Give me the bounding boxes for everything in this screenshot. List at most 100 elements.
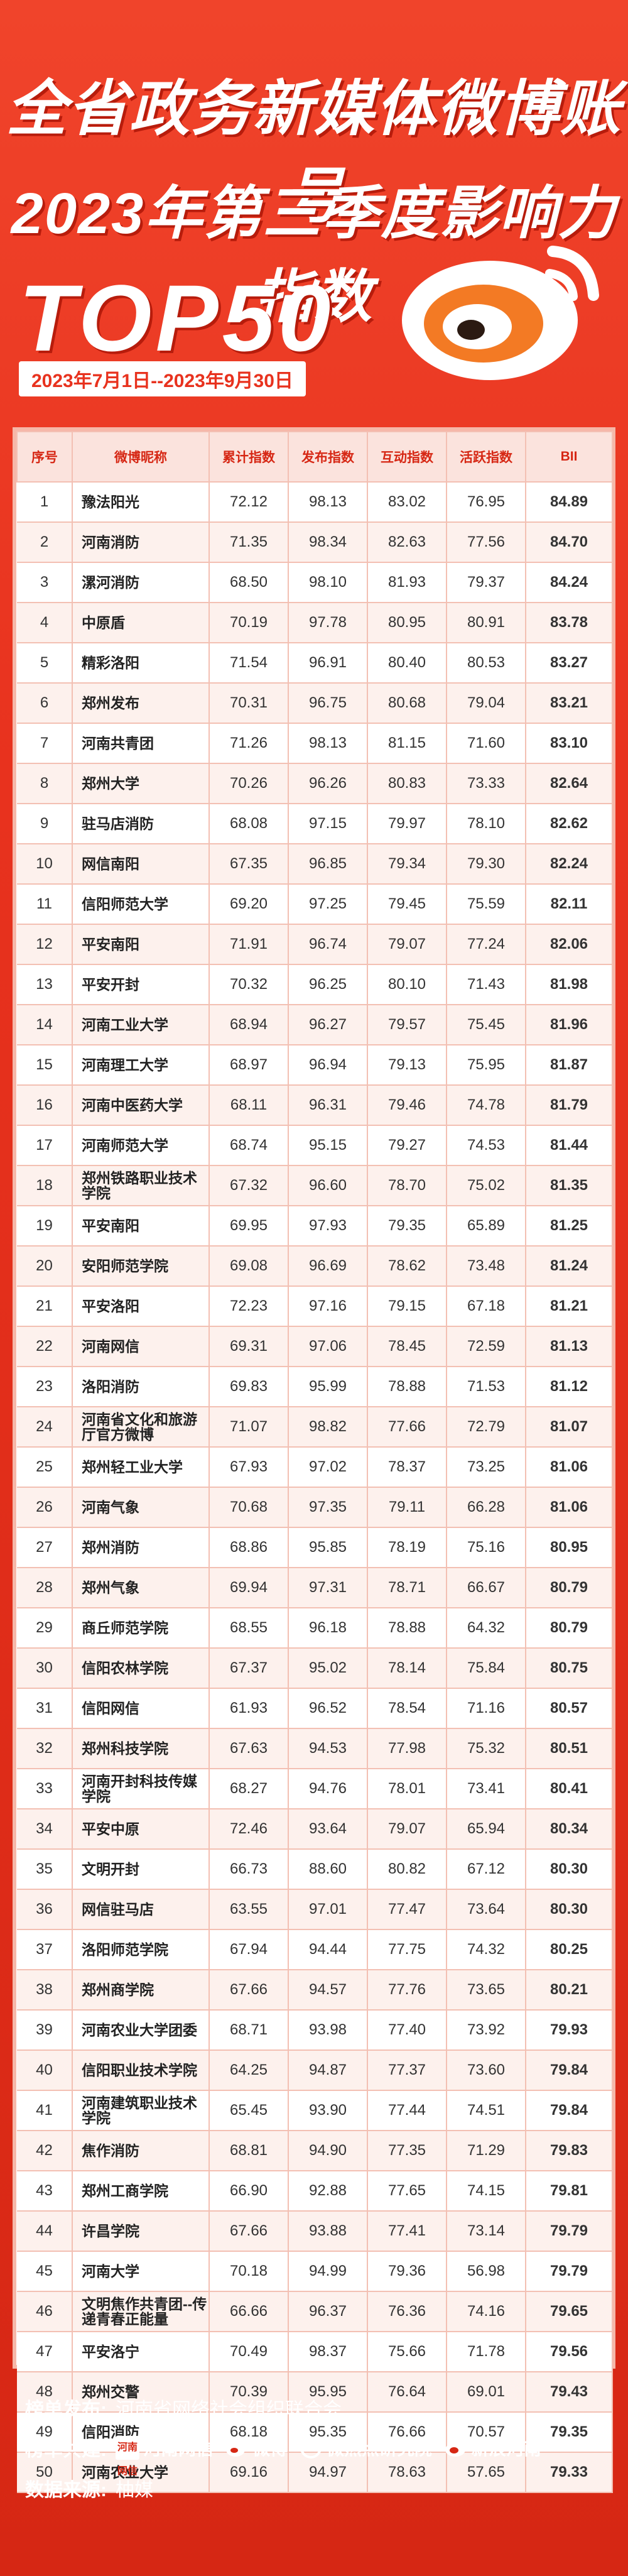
cell-bii: 80.51 xyxy=(526,1728,613,1769)
sponsor-name: 河南网信 xyxy=(143,2439,214,2459)
table-row: 3 漯河消防 68.50 98.10 81.93 79.37 84.24 xyxy=(17,562,613,603)
cell-interaction-index: 76.64 xyxy=(367,2372,447,2413)
cell-account-name: 安阳师范学院 xyxy=(72,1246,210,1287)
table-row: 26 河南气象 70.68 97.35 79.11 66.28 81.06 xyxy=(17,1487,613,1528)
cell-activity-index: 64.32 xyxy=(447,1608,526,1649)
cell-publish-index: 94.99 xyxy=(288,2251,368,2292)
cell-cumulative-index: 68.50 xyxy=(209,562,289,603)
cell-bii: 79.79 xyxy=(526,2251,613,2292)
cell-rank: 10 xyxy=(17,844,73,885)
cell-rank: 14 xyxy=(17,1005,73,1045)
cell-account-name: 郑州发布 xyxy=(72,683,210,724)
cell-publish-index: 93.88 xyxy=(288,2211,368,2252)
cell-publish-index: 97.02 xyxy=(288,1447,368,1488)
cell-rank: 38 xyxy=(17,1970,73,2011)
cell-bii: 84.89 xyxy=(526,482,613,523)
cell-account-name: 郑州商学院 xyxy=(72,1970,210,2011)
column-header-publish: 发布指数 xyxy=(288,431,368,483)
cell-cumulative-index: 66.66 xyxy=(209,2291,289,2332)
table-row: 20 安阳师范学院 69.08 96.69 78.62 73.48 81.24 xyxy=(17,1246,613,1287)
cell-interaction-index: 79.27 xyxy=(367,1125,447,1166)
cell-publish-index: 96.26 xyxy=(288,763,368,804)
cell-bii: 79.84 xyxy=(526,2050,613,2091)
cell-interaction-index: 80.68 xyxy=(367,683,447,724)
cell-account-name: 平安南阳 xyxy=(72,924,210,965)
title-main: 全省政务新媒体微博账号 xyxy=(6,75,622,230)
cell-cumulative-index: 69.94 xyxy=(209,1568,289,1608)
cell-activity-index: 75.02 xyxy=(447,1165,526,1206)
cell-publish-index: 94.44 xyxy=(288,1929,368,1970)
table-row: 46 文明焦作共青团--传递青春正能量 66.66 96.37 76.36 74.16 79… xyxy=(17,2291,613,2332)
table-row: 1 豫法阳光 72.12 98.13 83.02 76.95 84.89 xyxy=(17,482,613,523)
cell-publish-index: 96.52 xyxy=(288,1688,368,1729)
title-top50: TOP50 xyxy=(19,265,335,371)
cell-cumulative-index: 65.45 xyxy=(209,2090,289,2131)
cell-rank: 37 xyxy=(17,1929,73,1970)
cell-publish-index: 96.94 xyxy=(288,1045,368,1086)
cell-bii: 82.06 xyxy=(526,924,613,965)
table-row: 8 郑州大学 70.26 96.26 80.83 73.33 82.64 xyxy=(17,763,613,804)
cell-publish-index: 93.90 xyxy=(288,2090,368,2131)
cell-bii: 80.95 xyxy=(526,1527,613,1568)
cell-account-name: 平安南阳 xyxy=(72,1206,210,1247)
cell-activity-index: 78.10 xyxy=(447,804,526,844)
cell-publish-index: 94.76 xyxy=(288,1769,368,1809)
cell-publish-index: 96.60 xyxy=(288,1165,368,1206)
poster-header: 全省政务新媒体微博账号 2023年第三季度影响力指数 TOP50 2023年7月… xyxy=(0,0,628,434)
cell-interaction-index: 78.71 xyxy=(367,1568,447,1608)
cell-publish-index: 96.69 xyxy=(288,1246,368,1287)
cell-interaction-index: 79.35 xyxy=(367,1206,447,1247)
cell-cumulative-index: 67.93 xyxy=(209,1447,289,1488)
table-row: 21 平安洛阳 72.23 97.16 79.15 67.18 81.21 xyxy=(17,1286,613,1327)
cell-account-name: 河南消防 xyxy=(72,522,210,563)
table-row: 35 文明开封 66.73 88.60 80.82 67.12 80.30 xyxy=(17,1849,613,1890)
table-row: 12 平安南阳 71.91 96.74 79.07 77.24 82.06 xyxy=(17,924,613,965)
cell-activity-index: 74.16 xyxy=(447,2291,526,2332)
cell-cumulative-index: 72.46 xyxy=(209,1809,289,1850)
cell-publish-index: 94.57 xyxy=(288,1970,368,2011)
cell-interaction-index: 79.36 xyxy=(367,2251,447,2292)
table-row: 15 河南理工大学 68.97 96.94 79.13 75.95 81.87 xyxy=(17,1045,613,1086)
cell-rank: 11 xyxy=(17,884,73,925)
cell-rank: 39 xyxy=(17,2010,73,2051)
cell-rank: 26 xyxy=(17,1487,73,1528)
cell-activity-index: 66.28 xyxy=(447,1487,526,1528)
publisher-label: 榜单发布: xyxy=(25,2399,107,2420)
weibo-logo-icon xyxy=(402,246,599,380)
cell-account-name: 郑州交警 xyxy=(72,2372,210,2413)
cell-publish-index: 95.95 xyxy=(288,2372,368,2413)
cell-publish-index: 95.02 xyxy=(288,1648,368,1689)
cell-publish-index: 96.74 xyxy=(288,924,368,965)
cell-activity-index: 75.45 xyxy=(447,1005,526,1045)
cell-interaction-index: 80.82 xyxy=(367,1849,447,1890)
column-header-bii: BII xyxy=(525,431,613,483)
cell-account-name: 网信南阳 xyxy=(72,844,210,885)
table-row: 23 洛阳消防 69.83 95.99 78.88 71.53 81.12 xyxy=(17,1367,613,1407)
cell-bii: 79.81 xyxy=(526,2171,613,2212)
source-value: 柚媒 xyxy=(116,2480,153,2501)
cell-activity-index: 73.25 xyxy=(447,1447,526,1488)
cell-account-name: 郑州轻工业大学 xyxy=(72,1447,210,1488)
cell-account-name: 信阳职业技术学院 xyxy=(72,2050,210,2091)
table-row: 17 河南师范大学 68.74 95.15 79.27 74.53 81.44 xyxy=(17,1125,613,1166)
cell-activity-index: 77.24 xyxy=(447,924,526,965)
cell-activity-index: 76.95 xyxy=(447,482,526,523)
henan-wangxin-logo-icon: 河南网信 xyxy=(116,2436,139,2477)
cell-rank: 24 xyxy=(17,1407,73,1448)
table-row: 5 精彩洛阳 71.54 96.91 80.40 80.53 83.27 xyxy=(17,643,613,684)
cell-cumulative-index: 67.35 xyxy=(209,844,289,885)
cell-rank: 47 xyxy=(17,2332,73,2372)
cell-account-name: 河南共青团 xyxy=(72,723,210,764)
poster-footer: 榜单发布: 河南省网络社会组织联合会 榜单共建: 河南网信 河南网信 微博 微热… xyxy=(25,2388,603,2508)
date-range-badge: 2023年7月1日--2023年9月30日 xyxy=(19,361,306,396)
cell-interaction-index: 77.66 xyxy=(367,1407,447,1448)
cell-cumulative-index: 71.91 xyxy=(209,924,289,965)
cell-activity-index: 56.98 xyxy=(447,2251,526,2292)
cell-activity-index: 75.32 xyxy=(447,1728,526,1769)
cell-cumulative-index: 67.32 xyxy=(209,1165,289,1206)
cell-publish-index: 88.60 xyxy=(288,1849,368,1890)
table-row: 9 驻马店消防 68.08 97.15 79.97 78.10 82.62 xyxy=(17,804,613,844)
cell-rank: 21 xyxy=(17,1286,73,1327)
cell-interaction-index: 78.19 xyxy=(367,1527,447,1568)
cell-publish-index: 98.13 xyxy=(288,482,368,523)
